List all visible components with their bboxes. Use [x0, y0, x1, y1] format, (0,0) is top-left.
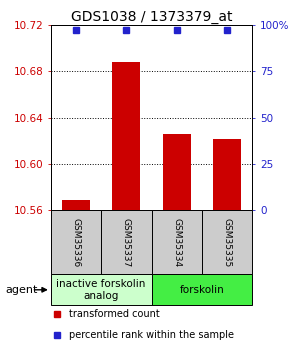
Bar: [51, 274, 151, 305]
Text: agent: agent: [6, 285, 38, 295]
Bar: [213, 139, 241, 210]
Text: GSM35337: GSM35337: [122, 218, 131, 267]
Bar: [151, 274, 252, 305]
Text: GSM35336: GSM35336: [71, 218, 80, 267]
Text: GSM35334: GSM35334: [172, 218, 181, 267]
Bar: [151, 210, 202, 274]
Text: percentile rank within the sample: percentile rank within the sample: [69, 330, 234, 340]
Text: forskolin: forskolin: [180, 285, 224, 295]
Text: inactive forskolin
analog: inactive forskolin analog: [57, 279, 146, 300]
Bar: [51, 210, 101, 274]
Bar: [163, 134, 191, 210]
Bar: [101, 210, 151, 274]
Bar: [113, 62, 140, 210]
Title: GDS1038 / 1373379_at: GDS1038 / 1373379_at: [71, 10, 232, 24]
Bar: [202, 210, 252, 274]
Text: GSM35335: GSM35335: [223, 218, 232, 267]
Text: transformed count: transformed count: [69, 309, 160, 319]
Bar: [62, 200, 90, 210]
